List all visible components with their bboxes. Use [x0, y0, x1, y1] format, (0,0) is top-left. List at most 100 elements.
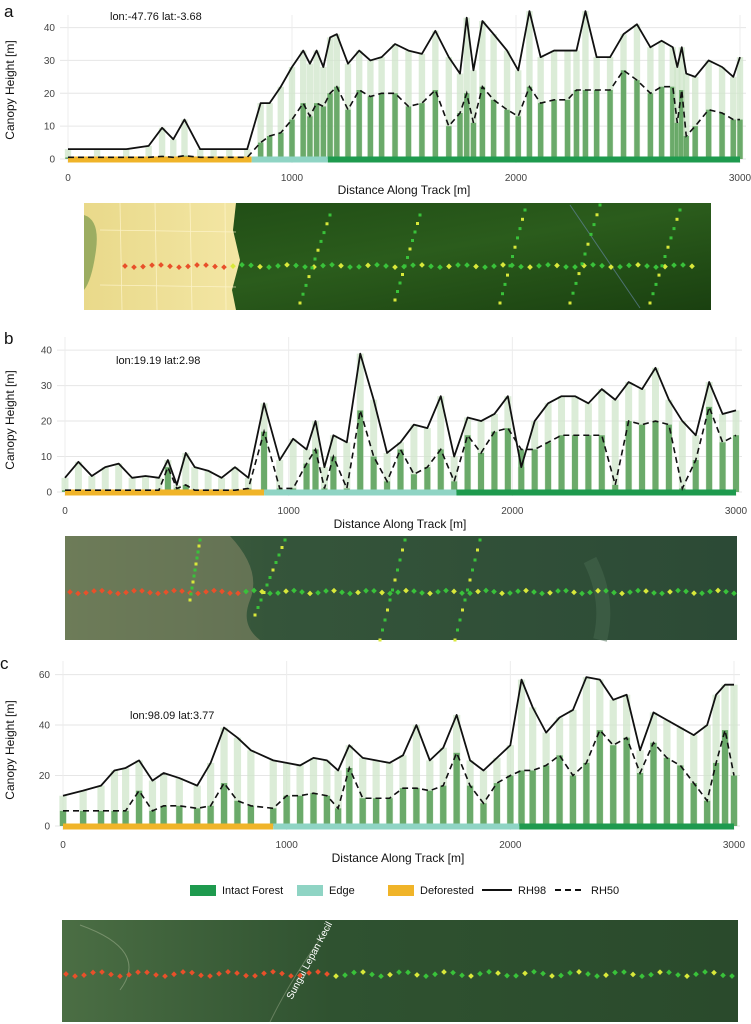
footprint-marker	[513, 245, 517, 249]
footprint-marker	[503, 282, 507, 286]
rh50-bar	[310, 793, 317, 826]
footprint-marker	[396, 290, 399, 293]
footprint-marker	[453, 638, 457, 642]
footprint-marker	[81, 972, 87, 978]
footprint-marker	[395, 589, 401, 595]
footprint-marker	[288, 973, 294, 979]
footprint-marker	[516, 236, 519, 240]
footprint-marker	[149, 262, 155, 269]
y-tick-label: 30	[44, 56, 56, 67]
y-tick-label: 0	[49, 155, 55, 166]
rh98-bar	[372, 760, 380, 826]
footprint-marker	[671, 262, 677, 269]
rh50-bar	[683, 136, 689, 159]
segment-edge	[273, 823, 520, 830]
footprint-marker	[521, 217, 524, 221]
footprint-marker	[63, 971, 69, 977]
footprint-marker	[315, 969, 321, 975]
rh98-bar	[306, 63, 314, 159]
rh98-bar	[175, 778, 183, 826]
rh98-bar	[233, 737, 242, 826]
footprint-marker	[91, 588, 97, 594]
footprint-marker	[230, 263, 236, 269]
rh98-bar	[210, 149, 217, 159]
rh50-bar	[370, 456, 377, 492]
rh50-bar	[464, 93, 470, 159]
legend-swatch-edge	[297, 885, 323, 896]
footprint-marker	[459, 972, 465, 979]
footprint-marker	[405, 969, 411, 976]
footprint-marker	[413, 230, 417, 234]
satellite-map-b	[65, 536, 737, 642]
rh50-bar	[330, 456, 337, 492]
rh50-bar	[410, 474, 417, 492]
footprint-marker	[414, 972, 420, 978]
footprint-marker	[75, 590, 81, 597]
rh50-bar	[176, 805, 183, 826]
footprint-marker	[523, 208, 527, 212]
rh98-bar	[145, 145, 152, 159]
footprint-marker	[280, 546, 284, 549]
rh50-bar	[610, 745, 617, 826]
rh50-bar	[373, 798, 380, 826]
rh50-bar	[507, 775, 514, 826]
rh50-bar	[257, 142, 264, 159]
rh98-bar	[283, 762, 291, 826]
footprint-marker	[243, 588, 249, 595]
rh50-bar	[135, 790, 143, 826]
rh98-bar	[479, 770, 488, 826]
footprint-marker	[115, 590, 121, 597]
footprint-marker	[123, 589, 129, 596]
footprint-marker	[147, 589, 153, 596]
rh98-bar	[64, 149, 72, 159]
rh98-bar	[101, 467, 109, 492]
x-tick-label: 3000	[725, 506, 748, 517]
rh50-bar	[437, 449, 444, 492]
footprint-marker	[316, 248, 320, 252]
footprint-marker	[323, 588, 329, 594]
footprint-marker	[369, 971, 375, 978]
footprint-marker	[680, 262, 686, 268]
rh50-bar	[247, 805, 254, 826]
rh98-bar	[110, 770, 119, 826]
rh50-bar	[378, 93, 385, 159]
x-axis-title-c: Distance Along Track [m]	[332, 851, 465, 865]
y-tick-label: 60	[39, 670, 51, 681]
footprint-marker	[501, 292, 504, 296]
footprint-marker	[574, 281, 578, 285]
footprint-marker	[176, 264, 182, 271]
footprint-marker	[599, 262, 605, 269]
rh50-bar	[270, 808, 277, 826]
rh98-line	[62, 676, 734, 797]
footprint-marker	[672, 227, 676, 231]
footprint-marker	[307, 275, 311, 279]
footprint-marker	[378, 638, 382, 642]
footprint-marker	[432, 971, 438, 978]
legend-swatch-intact	[190, 885, 216, 896]
rh50-bar	[706, 406, 713, 492]
x-tick-label: 0	[62, 506, 68, 517]
footprint-marker	[275, 263, 281, 269]
footprint-marker	[580, 262, 584, 266]
rh50-bar	[529, 770, 536, 826]
footprint-marker	[476, 548, 479, 552]
segment-deforested	[68, 156, 252, 163]
footprint-marker	[191, 580, 195, 584]
footprint-marker	[592, 223, 596, 227]
footprint-marker	[189, 592, 193, 596]
footprint-marker	[419, 262, 425, 268]
degraded-area	[65, 536, 260, 640]
footprint-marker	[486, 969, 492, 975]
rh98-bar	[582, 11, 589, 160]
footprint-marker	[331, 587, 337, 594]
footprint-marker	[277, 553, 281, 557]
footprint-marker	[122, 263, 128, 269]
footprint-marker	[450, 969, 456, 976]
footprint-marker	[257, 263, 263, 270]
footprint-marker	[627, 589, 633, 595]
rh50-bar	[692, 126, 698, 159]
rh50-bar	[261, 431, 268, 492]
rh50-bar	[607, 90, 613, 159]
footprint-marker	[320, 262, 326, 269]
rh98-bar	[244, 149, 251, 159]
